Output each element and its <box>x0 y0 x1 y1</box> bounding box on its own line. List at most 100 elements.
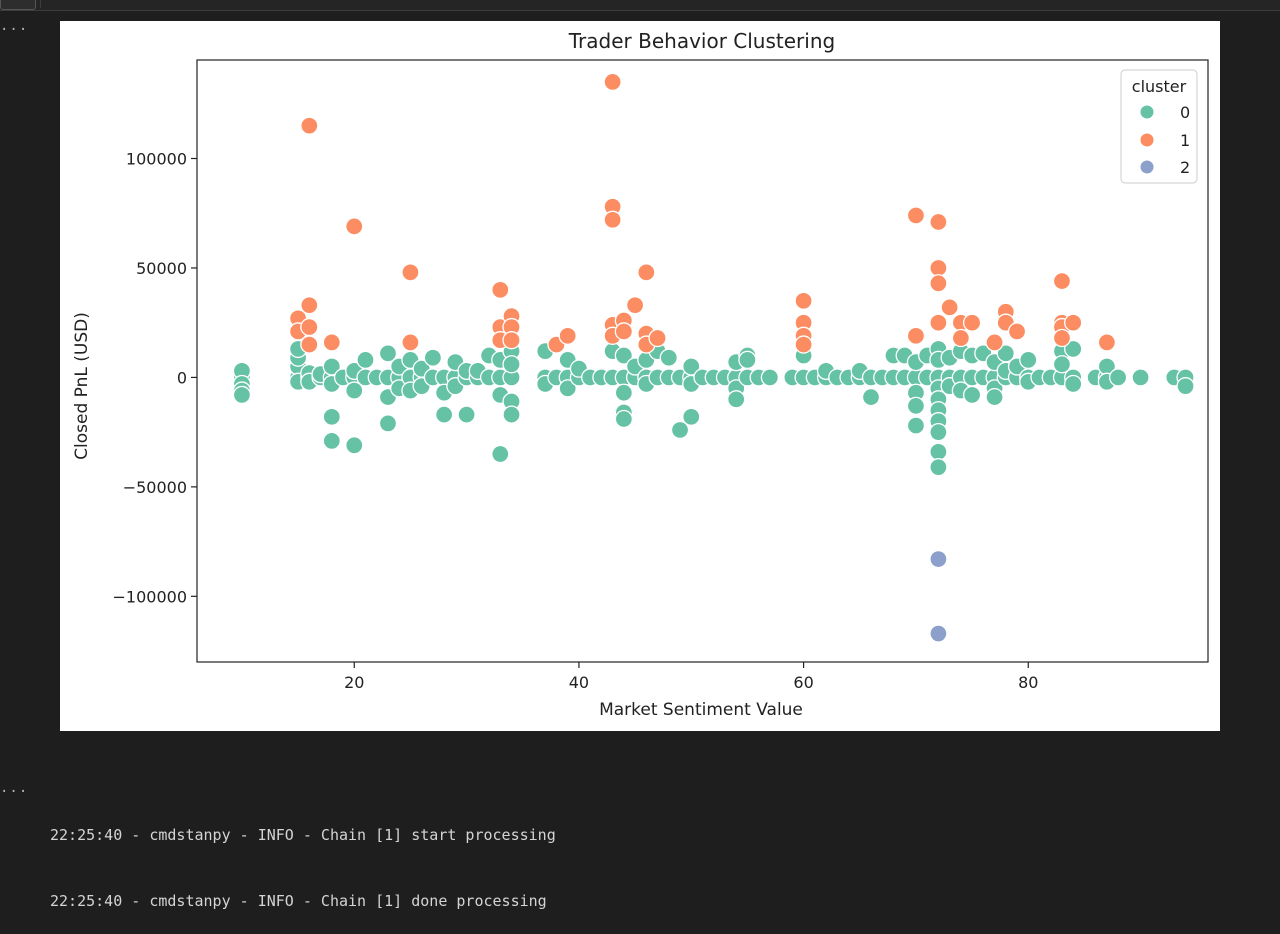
output-more-icon[interactable]: ... <box>0 780 29 796</box>
data-point <box>1097 333 1117 352</box>
legend-label-2: 2 <box>1180 158 1190 177</box>
data-point <box>614 409 634 429</box>
data-point <box>401 333 420 352</box>
data-point <box>794 291 813 310</box>
y-tick-label: −50000 <box>123 478 187 497</box>
data-point <box>951 328 971 348</box>
data-point <box>794 335 813 354</box>
series-1 <box>288 72 1117 354</box>
data-point <box>760 368 780 387</box>
data-point <box>670 420 690 440</box>
data-point <box>434 405 454 424</box>
data-point <box>637 263 656 282</box>
data-point <box>1176 377 1195 396</box>
data-point <box>659 348 678 367</box>
data-point <box>625 296 645 315</box>
data-point <box>614 383 634 402</box>
data-point <box>727 390 746 409</box>
data-point <box>940 298 959 317</box>
data-point <box>378 344 398 363</box>
data-point <box>502 331 521 350</box>
data-point <box>378 414 398 433</box>
data-point <box>558 379 577 398</box>
data-point <box>300 335 319 354</box>
y-tick-label: 50000 <box>136 259 187 278</box>
legend-marker-0 <box>1139 104 1155 120</box>
y-axis-label: Closed PnL (USD) <box>72 312 92 460</box>
data-point <box>1064 313 1083 332</box>
plot-frame <box>196 59 1209 663</box>
y-tick-label: −100000 <box>113 587 187 606</box>
data-point <box>603 72 622 92</box>
data-point <box>906 416 926 435</box>
data-point <box>1052 271 1072 291</box>
data-point <box>1052 355 1072 374</box>
x-tick-label: 60 <box>793 673 813 692</box>
x-tick-label: 40 <box>569 673 589 692</box>
data-point <box>738 350 757 370</box>
data-point <box>300 296 319 315</box>
x-tick-label: 20 <box>344 673 364 692</box>
data-point <box>232 385 252 405</box>
data-point <box>300 317 319 337</box>
data-point <box>356 350 375 370</box>
data-point <box>603 210 622 229</box>
legend-title: cluster <box>1132 77 1187 96</box>
chart-figure: Trader Behavior Clustering Market Sentim… <box>60 21 1220 731</box>
data-point <box>929 549 948 569</box>
data-point <box>985 333 1004 352</box>
log-line: 22:25:40 - cmdstanpy - INFO - Chain [1] … <box>50 892 547 910</box>
data-point <box>985 387 1004 407</box>
data-point <box>861 387 881 407</box>
data-point <box>614 322 634 341</box>
cell-toolbar <box>0 0 1280 11</box>
series-2 <box>929 549 948 643</box>
data-point <box>345 217 364 236</box>
legend-label-0: 0 <box>1180 103 1190 122</box>
y-tick-label: 100000 <box>126 150 187 169</box>
x-tick-label: 80 <box>1018 673 1038 692</box>
data-point <box>502 355 521 374</box>
data-point <box>1064 374 1083 394</box>
data-point <box>906 206 926 225</box>
data-point <box>1108 368 1128 387</box>
data-point <box>491 444 510 464</box>
legend-label-1: 1 <box>1180 131 1190 150</box>
data-point <box>906 326 926 345</box>
legend-box <box>1120 69 1198 184</box>
data-point <box>614 346 634 365</box>
legend-marker-1 <box>1139 132 1155 148</box>
data-point <box>322 407 341 426</box>
log-line: 22:25:40 - cmdstanpy - INFO - Chain [1] … <box>50 826 556 844</box>
data-point <box>345 381 364 400</box>
data-point <box>1064 339 1083 359</box>
data-point <box>491 280 510 300</box>
data-point <box>929 212 948 232</box>
legend: cluster 0 1 2 <box>1120 69 1198 184</box>
data-point <box>648 328 667 348</box>
data-point <box>1007 322 1027 341</box>
data-point <box>962 385 982 405</box>
data-point <box>1052 328 1072 348</box>
data-point <box>345 436 364 455</box>
cell-divider <box>40 0 1280 8</box>
data-point <box>929 624 948 643</box>
output-more-icon[interactable]: ... <box>0 18 29 34</box>
data-point <box>1019 350 1038 370</box>
data-point <box>906 396 926 416</box>
data-point <box>322 431 341 451</box>
cell-collapse-toggle[interactable] <box>0 0 36 10</box>
y-tick-label: 0 <box>177 368 187 387</box>
data-point <box>929 313 948 332</box>
data-point <box>962 313 982 332</box>
data-point <box>457 405 476 424</box>
data-point <box>929 458 948 477</box>
data-point <box>929 274 948 293</box>
data-point <box>1131 368 1150 387</box>
data-point <box>322 333 341 352</box>
output-log: 22:25:40 - cmdstanpy - INFO - Chain [1] … <box>50 780 556 934</box>
data-point <box>558 326 577 345</box>
data-point <box>682 407 701 426</box>
series-0 <box>232 339 1195 477</box>
chart-title: Trader Behavior Clustering <box>568 29 835 53</box>
